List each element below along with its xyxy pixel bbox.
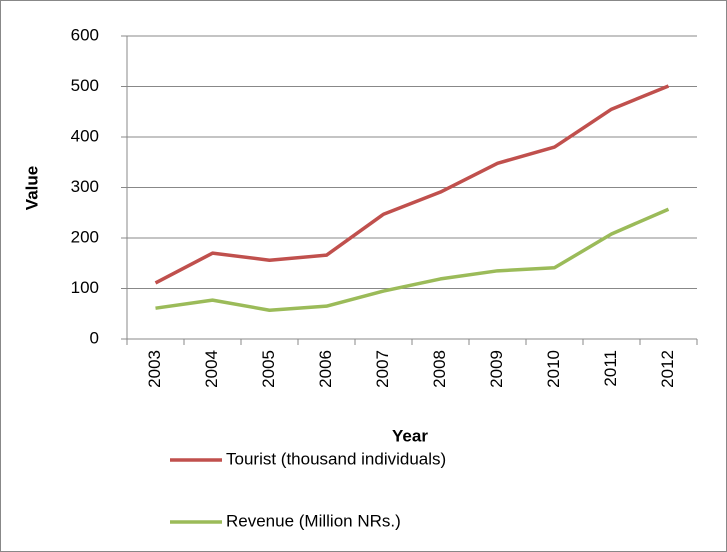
x-tick-label: 2003 bbox=[145, 350, 164, 388]
y-tick-label: 400 bbox=[71, 126, 99, 145]
y-tick-label: 300 bbox=[71, 177, 99, 196]
x-tick-label: 2007 bbox=[373, 350, 392, 388]
x-tick-label: 2006 bbox=[316, 350, 335, 388]
y-axis-label: Value bbox=[22, 166, 41, 210]
x-tick-label: 2004 bbox=[202, 350, 221, 388]
x-axis-label: Year bbox=[392, 426, 428, 445]
legend-label: Revenue (Million NRs.) bbox=[226, 511, 401, 530]
y-tick-label: 600 bbox=[71, 25, 99, 44]
x-tick-label: 2009 bbox=[487, 350, 506, 388]
y-tick-label: 0 bbox=[90, 328, 99, 347]
x-tick-label: 2012 bbox=[658, 350, 677, 388]
legend-label: Tourist (thousand individuals) bbox=[226, 449, 446, 468]
x-tick-label: 2005 bbox=[259, 350, 278, 388]
y-tick-label: 500 bbox=[71, 76, 99, 95]
x-tick-label: 2010 bbox=[544, 350, 563, 388]
y-tick-label: 100 bbox=[71, 278, 99, 297]
series-line bbox=[155, 207, 670, 312]
x-tick-label: 2011 bbox=[601, 350, 620, 387]
series-line bbox=[154, 84, 670, 285]
x-tick-label: 2008 bbox=[430, 350, 449, 388]
y-tick-label: 200 bbox=[71, 227, 99, 246]
